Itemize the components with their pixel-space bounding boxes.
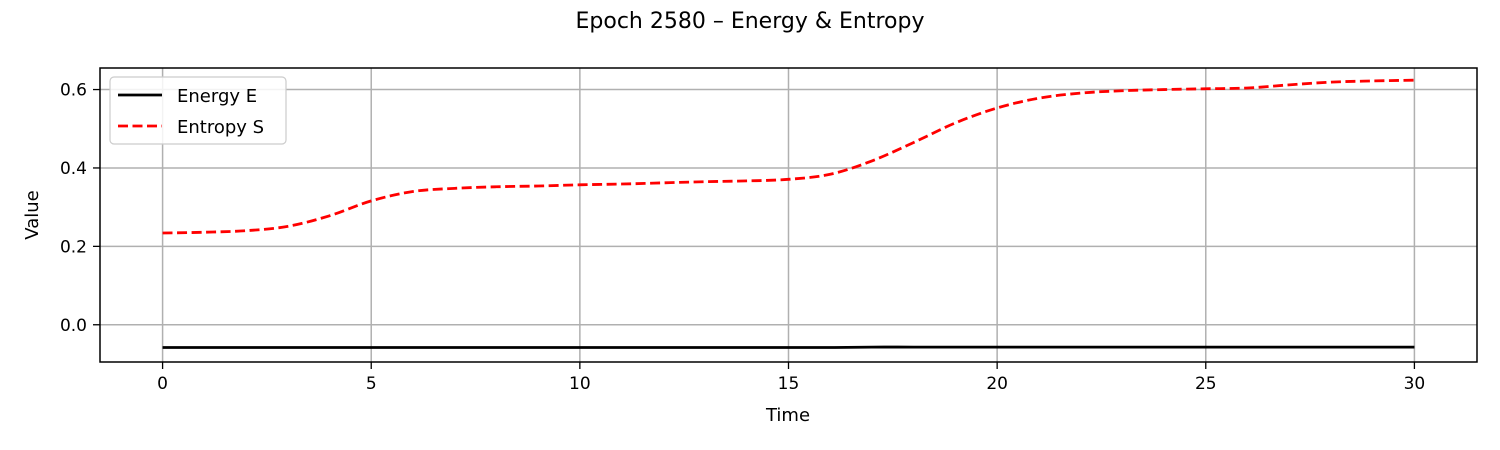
legend: Energy E Entropy S: [109, 76, 287, 145]
x-tick-label: 20: [986, 374, 1008, 394]
series-line-entropy-s: [162, 78, 1415, 235]
legend-label-energy: Energy E: [177, 86, 257, 107]
y-axis-label: Value: [22, 190, 43, 239]
y-tick-label: 0.0: [60, 316, 87, 336]
x-tick-label: 30: [1404, 374, 1426, 394]
chart-title: Epoch 2580 – Energy & Entropy: [576, 9, 925, 34]
x-tick-label: 5: [366, 374, 377, 394]
series-layer: [162, 78, 1415, 349]
x-tick-label: 25: [1195, 374, 1217, 394]
y-axis-ticks: 0.0 0.2 0.4 0.6: [60, 81, 100, 336]
x-tick-label: 10: [569, 374, 591, 394]
x-tick-label: 15: [778, 374, 800, 394]
grid: [100, 68, 1477, 362]
y-tick-label: 0.2: [60, 237, 87, 257]
y-tick-label: 0.6: [60, 81, 87, 101]
x-axis-label: Time: [765, 405, 810, 426]
x-axis-ticks: 0 5 10 15 20 25 30: [157, 362, 1425, 394]
y-tick-label: 0.4: [60, 159, 87, 179]
x-tick-label: 0: [157, 374, 168, 394]
legend-label-entropy: Entropy S: [177, 117, 264, 138]
